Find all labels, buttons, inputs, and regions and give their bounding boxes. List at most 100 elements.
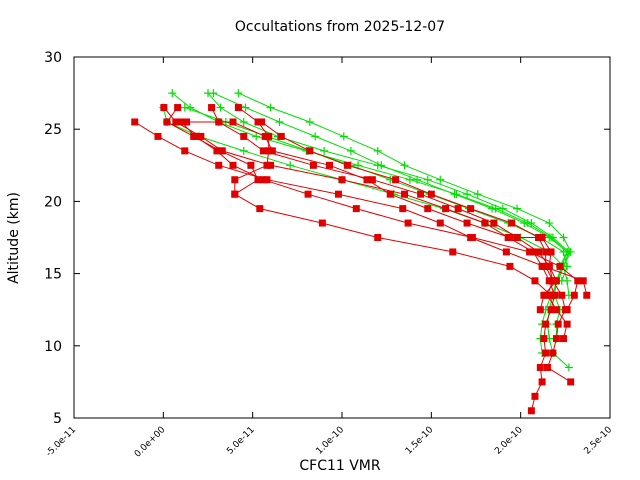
data-point — [265, 147, 273, 155]
data-point — [259, 176, 267, 184]
series-profile-r6 — [231, 104, 273, 198]
data-point — [373, 146, 382, 155]
data-point — [254, 118, 262, 126]
data-point — [318, 219, 326, 227]
data-point — [259, 147, 267, 155]
data-point — [197, 132, 205, 140]
data-point — [563, 306, 571, 314]
data-point — [172, 118, 180, 126]
data-point — [208, 104, 216, 112]
data-point — [374, 234, 382, 241]
data-point — [574, 277, 582, 285]
data-point — [417, 190, 425, 198]
data-point — [535, 248, 543, 256]
data-point — [399, 205, 407, 213]
series-line — [171, 92, 570, 368]
data-point — [551, 291, 559, 299]
data-point — [554, 320, 562, 328]
chart-title: Occultations from 2025-12-07 — [235, 19, 445, 35]
data-point — [231, 176, 239, 184]
data-point — [401, 190, 409, 198]
data-point — [334, 190, 342, 198]
data-point — [498, 204, 507, 213]
series-line — [166, 107, 552, 296]
y-tick-label: 25 — [44, 122, 62, 138]
data-point — [423, 175, 432, 184]
data-point — [529, 248, 537, 256]
data-point — [177, 118, 185, 126]
series-profile-g2 — [204, 89, 573, 358]
data-point — [538, 234, 546, 241]
data-point — [400, 161, 409, 170]
data-point — [468, 234, 476, 241]
data-point — [467, 205, 475, 213]
data-point — [363, 176, 371, 184]
data-point — [436, 175, 445, 184]
data-point — [338, 176, 346, 184]
data-point — [442, 205, 450, 213]
x-tick-label: -5.0e-11 — [44, 425, 78, 459]
data-point — [424, 205, 432, 213]
data-point — [536, 363, 544, 371]
x-tick-label: 0.0e+00 — [133, 425, 168, 460]
data-point — [309, 161, 317, 169]
x-tick-label: 2.5e-10 — [583, 425, 615, 457]
data-point — [540, 291, 548, 299]
data-point — [265, 132, 273, 140]
data-point — [559, 233, 568, 242]
data-point — [386, 190, 394, 198]
series-profile-r7 — [183, 118, 560, 314]
data-point — [563, 320, 571, 328]
data-point — [436, 219, 444, 227]
x-axis-ticks: -5.0e-11 0.0e+00 5.0e-11 1.0e-10 1.5e-10 2.0e… — [44, 57, 614, 460]
data-point — [131, 118, 139, 126]
data-point — [216, 103, 225, 112]
series-profile-r8 — [258, 118, 571, 343]
data-point — [231, 190, 239, 198]
data-point — [268, 147, 276, 155]
data-point — [527, 219, 536, 228]
y-tick-label: 10 — [44, 339, 62, 355]
data-point — [213, 147, 221, 155]
data-point — [241, 103, 250, 112]
data-point — [346, 146, 355, 155]
data-point — [266, 103, 275, 112]
data-point — [286, 161, 295, 170]
data-point — [513, 204, 522, 213]
data-point — [488, 204, 497, 213]
data-point — [545, 277, 553, 285]
data-point — [508, 219, 516, 227]
data-point — [247, 161, 255, 169]
data-point — [263, 176, 271, 184]
series-line — [186, 121, 557, 310]
data-point — [168, 89, 177, 98]
data-point — [450, 190, 459, 199]
data-point — [229, 161, 237, 169]
data-point — [552, 277, 560, 285]
x-tick-label: 2.0e-10 — [493, 425, 525, 457]
data-point — [258, 118, 266, 126]
data-point — [229, 118, 237, 126]
x-tick-label: 1.5e-10 — [404, 425, 436, 457]
data-point — [275, 117, 284, 126]
data-point — [160, 104, 168, 112]
data-point — [209, 89, 218, 98]
y-tick-label: 15 — [44, 267, 62, 283]
data-point — [535, 234, 543, 241]
series-profile-r4 — [177, 118, 582, 314]
series-profile-g1 — [168, 89, 573, 372]
y-axis-label: Altitude (km) — [6, 192, 22, 284]
data-point — [454, 205, 462, 213]
series-profile-r3 — [131, 118, 591, 299]
data-point — [413, 175, 422, 184]
y-tick-label: 30 — [44, 50, 62, 66]
x-tick-label: 1.0e-10 — [315, 425, 347, 457]
data-point — [549, 277, 557, 285]
data-point — [215, 161, 223, 169]
data-point — [538, 378, 546, 386]
data-point — [579, 277, 587, 285]
data-point — [559, 247, 568, 256]
data-point — [552, 306, 560, 314]
data-point — [545, 219, 554, 228]
data-point — [252, 132, 261, 141]
